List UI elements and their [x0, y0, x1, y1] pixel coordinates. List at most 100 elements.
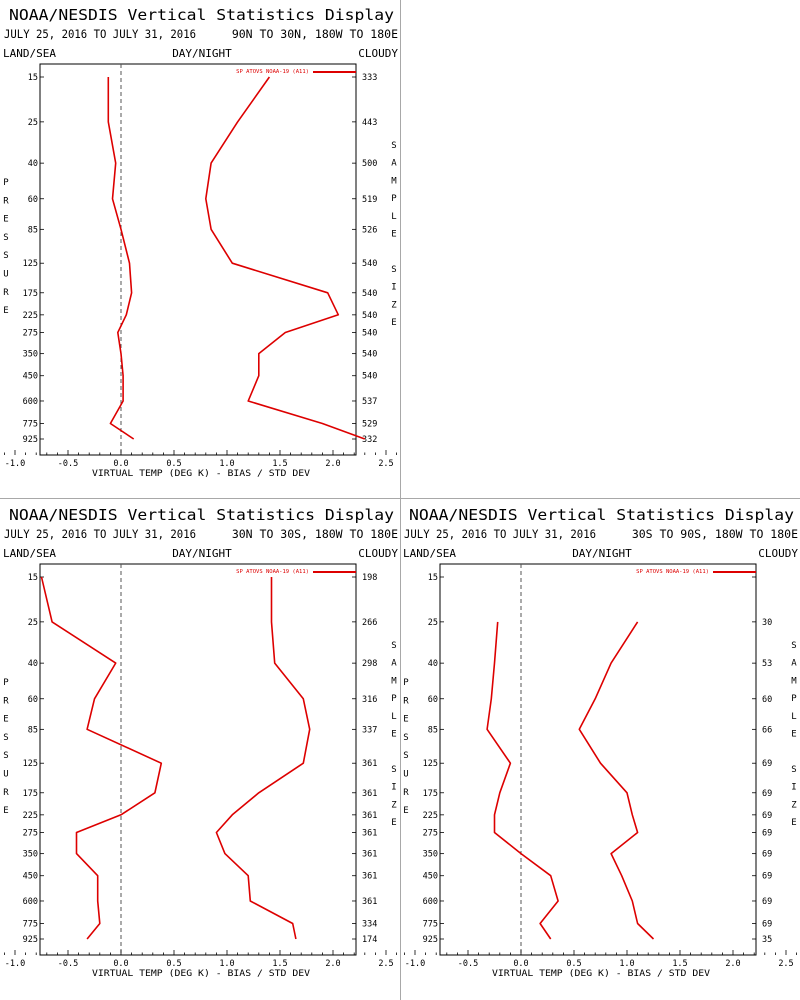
date-range: JULY 25, 2016 TO JULY 31, 2016 [4, 27, 196, 41]
sample-size-label: 361 [362, 897, 377, 907]
y-axis-title-letter: R [3, 196, 9, 206]
y2-axis-title-letter: E [391, 318, 396, 328]
series-line-bias [40, 576, 163, 940]
y2-axis-title-letter: Z [391, 300, 397, 310]
sample-size-label: 60 [762, 695, 772, 705]
x-tick-label: -0.5 [58, 459, 78, 469]
y-axis-title-letter: R [403, 696, 409, 706]
y2-axis-title-letter: P [391, 694, 397, 704]
y-axis-title-letter: P [3, 178, 9, 188]
x-tick-label: 2.0 [325, 459, 340, 469]
x-axis: -1.0-0.50.00.51.01.52.02.53.03.54.0VIRTU… [404, 950, 798, 979]
y-axis-title-letter: E [3, 806, 8, 816]
panel-divider-vertical-bottom [400, 498, 401, 1000]
y-axis-title-letter: E [403, 715, 408, 725]
pressure-level-label: 40 [28, 159, 38, 169]
legend-label: SP ATOVS NOAA-19 (A11) [236, 569, 309, 575]
y-axis-title-letter: E [403, 806, 408, 816]
y2-axis-title-letter: I [391, 783, 396, 793]
x-tick-label: 1.0 [219, 459, 234, 469]
sample-size-label: 529 [362, 419, 377, 429]
pressure-level-label: 600 [423, 897, 438, 907]
sample-size-label: 332 [362, 435, 377, 445]
y-axis-title-letter: S [3, 751, 8, 761]
y2-axis-title-letter: E [791, 730, 796, 740]
cloudy-label: CLOUDY [358, 47, 398, 60]
x-tick-label: 1.0 [219, 959, 234, 969]
y2-axis-title-letter: I [391, 283, 396, 293]
sample-size-label: 69 [762, 872, 772, 882]
pressure-level-label: 925 [23, 435, 38, 445]
pressure-level-label: 15 [28, 573, 38, 583]
pressure-level-label: 775 [23, 919, 38, 929]
pressure-level-label: 350 [423, 850, 438, 860]
page-title: NOAA/NESDIS Vertical Statistics Display [409, 506, 794, 524]
pressure-level-label: 60 [428, 695, 438, 705]
sample-size-label: 337 [362, 725, 377, 735]
x-axis-title: VIRTUAL TEMP (DEG K) - BIAS / STD DEV [492, 969, 711, 979]
day-night-label: DAY/NIGHT [172, 47, 232, 60]
y2-axis-title-letter: S [391, 265, 396, 275]
x-tick-label: 1.5 [672, 959, 687, 969]
sample-size-label: 519 [362, 195, 377, 205]
sample-size-label: 333 [362, 73, 377, 83]
pressure-level-label: 175 [423, 789, 438, 799]
sample-size-label: 30 [762, 618, 772, 628]
date-range: JULY 25, 2016 TO JULY 31, 2016 [4, 527, 196, 541]
region-label: 30N TO 30S, 180W TO 180E [232, 527, 398, 541]
pressure-level-label: 450 [23, 872, 38, 882]
pressure-level-label: 225 [23, 811, 38, 821]
sample-size-label: 540 [362, 311, 377, 321]
y-axis-title-letter: R [3, 696, 9, 706]
sample-size-label: 500 [362, 159, 377, 169]
sample-size-label: 316 [362, 695, 377, 705]
pressure-level-label: 775 [23, 419, 38, 429]
x-tick-label: 0.0 [113, 459, 128, 469]
pressure-level-label: 225 [23, 311, 38, 321]
y2-axis-title-letter: P [791, 694, 797, 704]
x-tick-label: -0.5 [58, 959, 78, 969]
y2-axis-title-letter: A [391, 659, 397, 669]
series-line-std-dev [205, 76, 366, 440]
plot-frame [39, 63, 357, 456]
x-axis: -1.0-0.50.00.51.01.52.02.53.03.54.0VIRTU… [4, 950, 398, 979]
pressure-level-label: 275 [23, 828, 38, 838]
pressure-level-label: 175 [23, 789, 38, 799]
y-axis-title-letter: U [3, 270, 8, 280]
pressure-level-label: 925 [23, 935, 38, 945]
region-label: 90N TO 30N, 180W TO 180E [232, 27, 398, 41]
sample-size-label: 69 [762, 850, 772, 860]
x-tick-label: 2.5 [778, 959, 793, 969]
series-line-bias [486, 621, 559, 940]
x-tick-label: -1.0 [5, 459, 25, 469]
pressure-level-label: 125 [23, 759, 38, 769]
x-axis: -1.0-0.50.00.51.01.52.02.53.03.54.0VIRTU… [4, 450, 398, 479]
pressure-level-label: 15 [428, 573, 438, 583]
x-tick-label: -1.0 [405, 959, 425, 969]
sample-size-label: 69 [762, 789, 772, 799]
y-axis-title-letter: R [403, 788, 409, 798]
plot-frame [439, 563, 757, 956]
x-tick-label: -0.5 [458, 959, 478, 969]
y-axis-title-letter: S [3, 733, 8, 743]
sample-size-label: 443 [362, 118, 377, 128]
sample-size-label: 69 [762, 811, 772, 821]
sample-size-label: 540 [362, 372, 377, 382]
pressure-level-label: 925 [423, 935, 438, 945]
pressure-level-label: 25 [28, 618, 38, 628]
y2-axis-title-letter: I [791, 783, 796, 793]
y-axis-title-letter: P [403, 678, 409, 688]
y2-axis-title-letter: Z [391, 800, 397, 810]
sample-size-label: 66 [762, 725, 772, 735]
y2-axis-title-letter: Z [791, 800, 797, 810]
pressure-level-label: 275 [423, 828, 438, 838]
pressure-level-label: 225 [423, 811, 438, 821]
y2-axis-title-letter: M [391, 676, 397, 686]
x-tick-label: 0.0 [113, 959, 128, 969]
sample-size-label: 361 [362, 828, 377, 838]
page-title: NOAA/NESDIS Vertical Statistics Display [9, 506, 394, 524]
